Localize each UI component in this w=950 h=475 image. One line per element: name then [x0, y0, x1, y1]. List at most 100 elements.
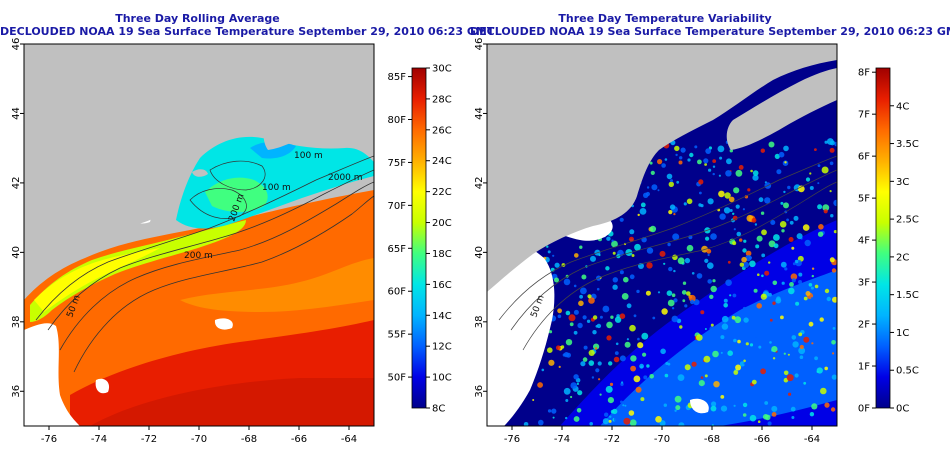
x-tick-label: -72 [141, 434, 157, 445]
cb-c-label: 2C [896, 252, 909, 263]
var-speckle-dot [621, 293, 629, 300]
var-speckle-dot [651, 184, 658, 191]
var-speckle-dot [573, 330, 578, 335]
var-speckle-dot [830, 407, 836, 412]
var-speckle-dot [751, 379, 757, 385]
var-speckle-dot [750, 169, 753, 173]
var-speckle-dot [694, 145, 698, 149]
y-tick-label: 36 [11, 385, 22, 398]
left-map-sst-field [24, 44, 374, 426]
var-speckle-dot [667, 362, 671, 366]
var-speckle-dot [589, 422, 593, 426]
var-speckle-dot [818, 224, 824, 230]
var-speckle-dot [606, 335, 612, 341]
var-speckle-dot [731, 365, 737, 370]
cb-c-label: 0C [896, 404, 909, 415]
var-speckle-dot [724, 336, 729, 341]
var-speckle-dot [758, 197, 764, 203]
cb-f-label: 55F [388, 330, 407, 341]
var-speckle-dot [736, 231, 742, 237]
var-speckle-dot [712, 279, 716, 283]
left-contour-50m [35, 155, 374, 321]
var-speckle-dot [547, 347, 553, 354]
y-tick-label: 46 [474, 38, 485, 51]
var-speckle-dot [742, 261, 750, 268]
var-speckle-dot [682, 299, 686, 303]
var-speckle-dot [630, 355, 637, 362]
left-contour-label: 100 m [262, 183, 291, 193]
var-speckle-dot [624, 341, 631, 348]
var-speckle-dot [664, 158, 668, 161]
var-speckle-dot [700, 310, 705, 315]
var-speckle-dot [602, 305, 610, 313]
var-speckle-dot [831, 374, 837, 380]
y-tick-label: 42 [11, 177, 22, 190]
var-speckle-dot [776, 296, 781, 302]
var-speckle-dot [686, 291, 691, 296]
var-speckle-dot [783, 202, 789, 209]
var-speckle-dot [580, 361, 586, 367]
var-speckle-dot [745, 250, 752, 257]
var-speckle-dot [723, 298, 728, 303]
var-speckle-dot [789, 367, 796, 375]
var-speckle-dot [768, 141, 775, 148]
var-speckle-dot [565, 399, 569, 402]
var-speckle-dot [700, 376, 704, 379]
var-speckle-dot [704, 163, 707, 166]
var-speckle-dot [675, 405, 681, 411]
cb-c-label: 10C [432, 373, 452, 384]
var-speckle-dot [732, 241, 737, 246]
var-speckle-dot [699, 191, 702, 195]
var-speckle-dot [809, 172, 812, 175]
var-speckle-dot [724, 192, 731, 199]
var-speckle-dot [739, 238, 743, 242]
var-speckle-dot [712, 350, 719, 358]
y-tick-label: 44 [474, 107, 485, 120]
cb-c-label: 4C [896, 101, 909, 112]
var-speckle-dot [595, 368, 600, 373]
var-speckle-dot [755, 244, 760, 249]
var-speckle-dot [675, 153, 678, 157]
y-tick-label: 38 [474, 315, 485, 328]
var-speckle-dot [673, 213, 676, 216]
var-speckle-dot [679, 156, 683, 160]
var-speckle-dot [717, 145, 725, 153]
cb-f-label: 6F [858, 152, 870, 163]
var-speckle-dot [631, 254, 635, 257]
left-contour-label: 2000 m [328, 173, 363, 183]
var-speckle-dot [649, 225, 657, 233]
cb-c-label: 8C [432, 404, 445, 415]
var-speckle-dot [794, 373, 799, 378]
var-speckle-dot [554, 277, 559, 283]
var-speckle-dot [608, 419, 612, 423]
var-speckle-dot [645, 191, 651, 197]
var-speckle-dot [768, 261, 771, 264]
var-speckle-dot [822, 204, 830, 212]
var-speckle-dot [671, 307, 675, 310]
var-speckle-dot [569, 322, 574, 327]
x-tick-label: -74 [554, 434, 570, 445]
var-speckle-dot [598, 378, 601, 381]
var-speckle-dot [822, 341, 828, 348]
var-speckle-dot [833, 230, 837, 234]
var-speckle-dot [719, 156, 723, 160]
cb-c-label: 28C [432, 94, 452, 105]
var-speckle-dot [687, 416, 693, 421]
var-speckle-dot [663, 262, 666, 265]
var-speckle-dot [731, 320, 736, 325]
var-speckle-dot [643, 375, 648, 380]
var-speckle-dot [808, 321, 814, 327]
var-speckle-dot [733, 228, 736, 231]
var-speckle-dot [667, 242, 671, 247]
var-speckle-dot [761, 274, 764, 278]
var-speckle-dot [646, 364, 650, 368]
var-speckle-dot [756, 303, 762, 309]
var-speckle-dot [834, 141, 837, 147]
var-speckle-dot [635, 386, 642, 393]
var-speckle-dot [581, 274, 587, 280]
var-speckle-dot [629, 324, 636, 332]
cb-f-label: 3F [858, 278, 870, 289]
var-speckle-dot [683, 202, 687, 206]
var-speckle-dot [760, 148, 765, 153]
var-speckle-dot [704, 258, 709, 263]
